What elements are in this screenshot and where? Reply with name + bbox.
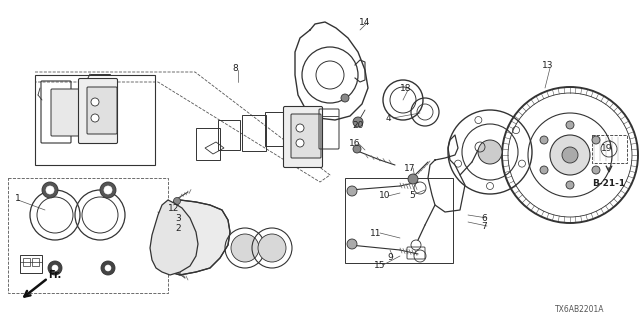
Bar xyxy=(592,135,627,163)
Circle shape xyxy=(105,265,111,271)
Circle shape xyxy=(341,94,349,102)
Circle shape xyxy=(101,261,115,275)
Circle shape xyxy=(157,218,167,228)
Circle shape xyxy=(258,234,286,262)
Text: 8: 8 xyxy=(232,63,238,73)
Circle shape xyxy=(42,182,58,198)
Bar xyxy=(35,75,155,165)
Text: 18: 18 xyxy=(400,84,412,92)
Circle shape xyxy=(296,124,304,132)
FancyBboxPatch shape xyxy=(291,114,321,158)
Bar xyxy=(20,255,42,273)
Text: Fr.: Fr. xyxy=(49,270,61,280)
Circle shape xyxy=(100,182,116,198)
Text: 14: 14 xyxy=(359,18,371,27)
Circle shape xyxy=(592,166,600,174)
Circle shape xyxy=(91,98,99,106)
Text: 1: 1 xyxy=(15,194,21,203)
Circle shape xyxy=(353,145,361,153)
Circle shape xyxy=(540,136,548,144)
Circle shape xyxy=(48,261,62,275)
Bar xyxy=(345,178,453,263)
Text: 13: 13 xyxy=(542,60,554,69)
Text: 15: 15 xyxy=(374,260,386,269)
Bar xyxy=(32,258,39,266)
Text: 5: 5 xyxy=(409,190,415,199)
Circle shape xyxy=(52,265,58,271)
Circle shape xyxy=(540,166,548,174)
Circle shape xyxy=(562,147,578,163)
Text: 20: 20 xyxy=(352,121,364,130)
Circle shape xyxy=(296,139,304,147)
Circle shape xyxy=(231,234,259,262)
Circle shape xyxy=(91,114,99,122)
Polygon shape xyxy=(150,200,198,275)
Circle shape xyxy=(347,186,357,196)
Text: 7: 7 xyxy=(481,221,487,230)
Bar xyxy=(218,120,240,150)
Text: 9: 9 xyxy=(387,253,393,262)
Text: 4: 4 xyxy=(385,114,391,123)
FancyBboxPatch shape xyxy=(87,87,117,134)
Circle shape xyxy=(478,140,502,164)
Text: 17: 17 xyxy=(404,164,416,172)
Circle shape xyxy=(46,186,54,194)
Text: 19: 19 xyxy=(601,143,612,153)
Circle shape xyxy=(104,186,112,194)
Text: B-21-1: B-21-1 xyxy=(593,179,625,188)
Circle shape xyxy=(173,197,180,204)
Circle shape xyxy=(566,181,574,189)
Circle shape xyxy=(170,263,177,270)
Text: 10: 10 xyxy=(380,190,391,199)
Circle shape xyxy=(408,174,418,184)
Bar xyxy=(196,128,220,160)
Bar xyxy=(242,115,266,151)
Circle shape xyxy=(353,117,363,127)
Circle shape xyxy=(592,136,600,144)
Circle shape xyxy=(550,135,590,175)
Circle shape xyxy=(566,121,574,129)
Text: 12: 12 xyxy=(168,204,180,212)
Text: 6: 6 xyxy=(481,213,487,222)
FancyBboxPatch shape xyxy=(51,89,85,136)
FancyBboxPatch shape xyxy=(284,107,323,167)
Text: 2: 2 xyxy=(175,223,181,233)
Bar xyxy=(23,258,30,266)
Text: 3: 3 xyxy=(175,213,181,222)
Text: TX6AB2201A: TX6AB2201A xyxy=(556,306,605,315)
Text: 11: 11 xyxy=(371,228,381,237)
Text: 16: 16 xyxy=(349,139,361,148)
Polygon shape xyxy=(162,200,230,275)
Bar xyxy=(265,112,287,146)
Bar xyxy=(8,178,168,293)
FancyBboxPatch shape xyxy=(79,78,118,143)
Circle shape xyxy=(347,239,357,249)
